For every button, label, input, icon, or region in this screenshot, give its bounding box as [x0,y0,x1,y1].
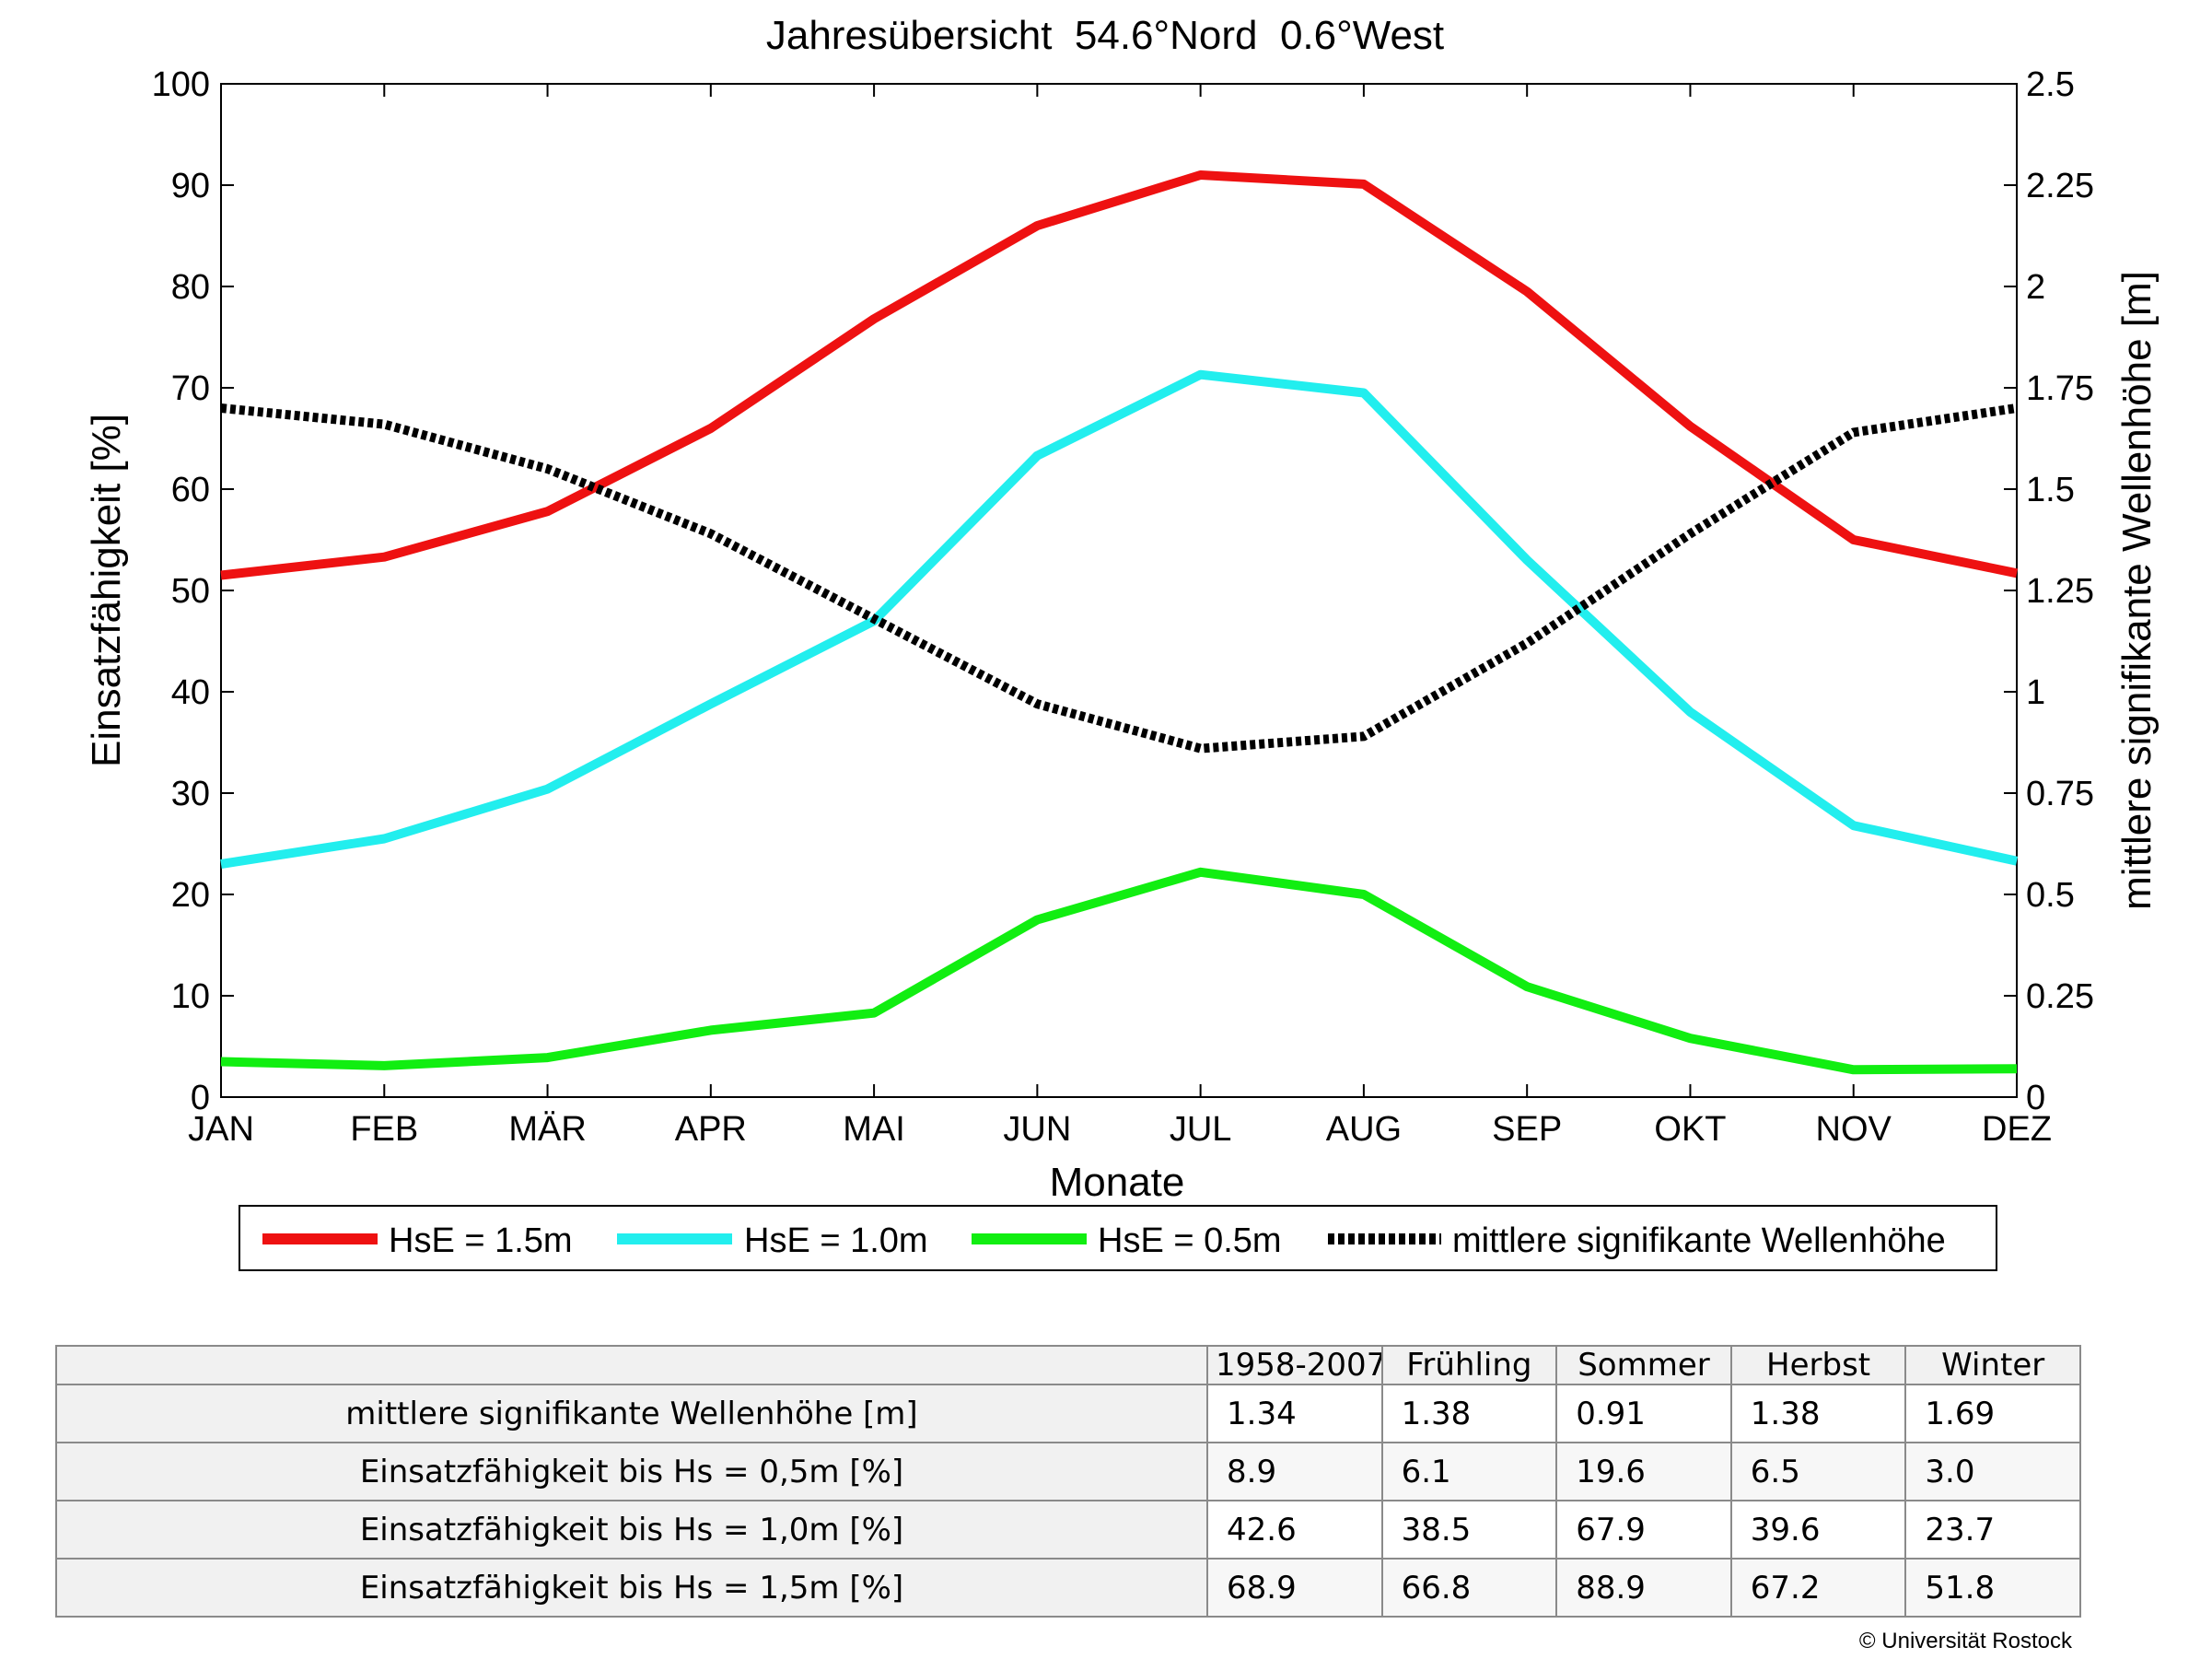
y2-tick-label: 0.25 [2026,977,2094,1016]
y2-tick-label: 0 [2026,1079,2045,1117]
table-header: Winter [1904,1345,2081,1385]
table-cell: 19.6 [1555,1442,1732,1501]
x-tick-label: AUG [1326,1110,1402,1149]
chart: Jahresübersicht 54.6°Nord 0.6°West JAN FE… [84,13,2160,1271]
y-ticks-right [2004,83,2017,1098]
table-row: Einsatzfähigkeit bis Hs = 0,5m [%] 8.9 6… [55,1442,2081,1501]
table-cell: 3.0 [1904,1442,2081,1501]
table-cell: 39.6 [1729,1500,1907,1560]
x-tick-label: JAN [188,1110,254,1149]
x-tick-labels: JAN FEB MÄR APR MAI JUN JUL AUG SEP OKT NOV DEZ [188,1110,2052,1149]
y2-tick-label: 1 [2026,673,2045,712]
x-tick-label: MAI [843,1110,905,1149]
y-ticks-left [221,83,234,1098]
y2-tick-label: 2.5 [2026,65,2075,104]
y-tick-label: 20 [171,876,210,915]
x-tick-label: DEZ [1982,1110,2052,1149]
table-row-label: Einsatzfähigkeit bis Hs = 1,0m [%] [55,1500,1208,1560]
table-cell: 38.5 [1380,1500,1558,1560]
legend-label-hse-10: HsE = 1.0m [744,1221,928,1260]
table-cell: 68.9 [1206,1558,1383,1618]
table-cell: 6.1 [1380,1442,1558,1501]
y-tick-label: 40 [171,673,210,712]
y-tick-labels: 0 10 20 30 40 50 60 70 80 90 100 [152,65,210,1117]
table-cell: 6.5 [1729,1442,1907,1501]
y-axis-label: Einsatzfähigkeit [%] [84,414,129,767]
y-tick-label: 100 [152,65,210,104]
y2-axis-label: mittlere signifikante Wellenhöhe [m] [2114,271,2160,910]
x-tick-label: JUN [1003,1110,1071,1149]
x-ticks [220,84,2018,1097]
table-row: mittlere signifikante Wellenhöhe [m] 1.3… [55,1384,2081,1443]
legend-label-hse-05: HsE = 0.5m [1098,1221,1282,1260]
table-cell: 42.6 [1206,1500,1383,1560]
table-cell: 88.9 [1555,1558,1732,1618]
table-cell: 67.9 [1555,1500,1732,1560]
y-tick-label: 60 [171,471,210,509]
table-row-label: Einsatzfähigkeit bis Hs = 1,5m [%] [55,1558,1208,1618]
table-cell: 1.38 [1380,1384,1558,1443]
table-row: Einsatzfähigkeit bis Hs = 1,5m [%] 68.9 … [55,1558,2081,1618]
x-tick-label: JUL [1170,1110,1232,1149]
series-line-0 [220,170,2019,580]
y2-tick-label: 2 [2026,268,2045,307]
y2-tick-label: 1.5 [2026,471,2075,509]
y-tick-label: 90 [171,167,210,205]
y-tick-label: 30 [171,775,210,813]
summary-table: 1958-2007 Frühling Sommer Herbst Winter … [55,1345,2081,1618]
y2-tick-label: 1.75 [2026,369,2094,408]
x-axis-label: Monate [1050,1160,1185,1205]
table-cell: 67.2 [1729,1558,1907,1618]
y-tick-label: 80 [171,268,210,307]
table-cell: 1.38 [1729,1384,1907,1443]
legend-box [239,1205,1997,1271]
x-tick-label: NOV [1816,1110,1892,1149]
x-tick-label: OKT [1654,1110,1726,1149]
table-cell: 0.91 [1555,1384,1732,1443]
table-row: Einsatzfähigkeit bis Hs = 1,0m [%] 42.6 … [55,1500,2081,1560]
y2-tick-label: 0.75 [2026,775,2094,813]
table-corner [55,1345,1208,1385]
series-line-2 [220,867,2018,1075]
table-header: Herbst [1729,1345,1907,1385]
y2-tick-label: 0.5 [2026,876,2075,915]
table-header-row: 1958-2007 Frühling Sommer Herbst Winter [55,1345,2081,1385]
series-layer [220,170,2019,1075]
y-tick-label: 0 [191,1079,210,1117]
x-tick-label: MÄR [508,1110,586,1149]
y2-tick-label: 2.25 [2026,167,2094,205]
table-cell: 1.34 [1206,1384,1383,1443]
y-tick-label: 70 [171,369,210,408]
chart-title: Jahresübersicht 54.6°Nord 0.6°West [766,13,1444,58]
table-cell: 51.8 [1904,1558,2081,1618]
legend: HsE = 1.5m HsE = 1.0m HsE = 0.5m mittler… [239,1205,1997,1271]
copyright-notice: © Universität Rostock [1858,1629,2072,1653]
legend-label-hse-15: HsE = 1.5m [389,1221,573,1260]
y2-tick-labels: 0 0.25 0.5 0.75 1 1.25 1.5 1.75 2 2.25 2.5 [2026,65,2094,1117]
table-header: Frühling [1380,1345,1558,1385]
plot-area [220,83,2018,1098]
table-cell: 23.7 [1904,1500,2081,1560]
table-cell: 8.9 [1206,1442,1383,1501]
table-row-label: mittlere signifikante Wellenhöhe [m] [55,1384,1208,1443]
series-line-3 [220,403,2018,754]
table-header: Sommer [1555,1345,1732,1385]
y2-tick-label: 1.25 [2026,572,2094,611]
x-tick-label: APR [675,1110,747,1149]
table-header: 1958-2007 [1206,1345,1383,1385]
table-cell: 66.8 [1380,1558,1558,1618]
legend-label-wave-height: mittlere signifikante Wellenhöhe [1452,1221,1946,1260]
y-tick-label: 10 [171,977,210,1016]
x-tick-label: SEP [1492,1110,1562,1149]
table-cell: 1.69 [1904,1384,2081,1443]
x-tick-label: FEB [350,1110,418,1149]
series-line-1 [220,369,2019,869]
y-tick-label: 50 [171,572,210,611]
table-row-label: Einsatzfähigkeit bis Hs = 0,5m [%] [55,1442,1208,1501]
